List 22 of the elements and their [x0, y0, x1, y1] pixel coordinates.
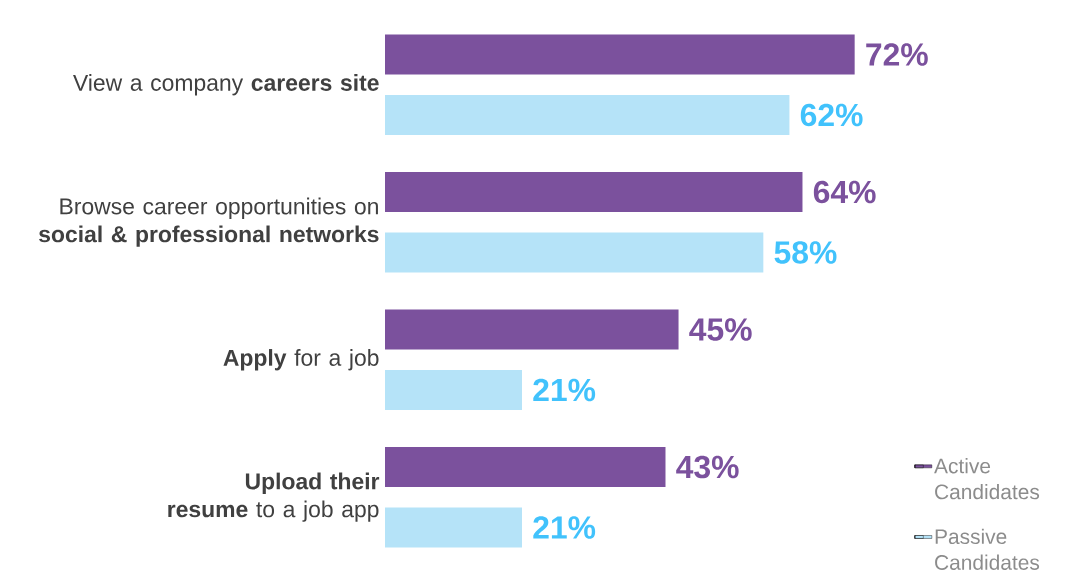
bar — [385, 232, 764, 273]
bar — [385, 95, 790, 135]
data-label: 45% — [689, 318, 752, 341]
data-label: 21% — [533, 378, 596, 402]
bar — [385, 447, 666, 487]
bar — [385, 370, 522, 410]
data-label: 72% — [866, 43, 928, 66]
data-label: 21% — [533, 516, 596, 539]
data-label: 64% — [813, 180, 876, 204]
bar — [385, 34, 855, 75]
legend-label: Passive Candidates — [935, 528, 1040, 570]
data-label: 58% — [774, 241, 837, 264]
data-label: 43% — [676, 455, 739, 479]
bar — [385, 309, 679, 350]
legend-label: Active Candidates — [934, 458, 1040, 500]
y-tick-label: Browse career opportunities on social & professional networks — [39, 197, 379, 247]
y-tick-label: View a company careers site — [73, 74, 379, 96]
bar — [385, 507, 522, 548]
data-label: 62% — [800, 103, 863, 127]
y-tick-label: Upload their resume to a job app — [168, 472, 380, 522]
y-tick-label: Apply for a job — [223, 349, 379, 371]
bar — [385, 172, 803, 212]
